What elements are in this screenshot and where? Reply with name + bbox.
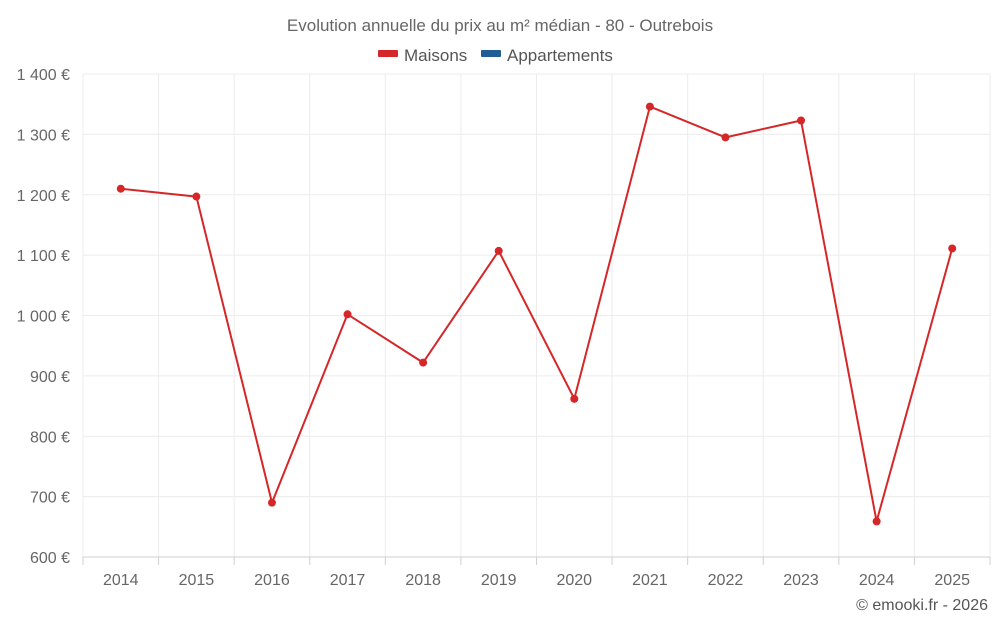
- data-point-2020[interactable]: [570, 394, 579, 403]
- x-gridlines: [82, 74, 991, 557]
- data-point-2023[interactable]: [797, 116, 806, 125]
- x-tick-label: 2019: [481, 572, 517, 589]
- x-tick-label: 2022: [708, 572, 744, 589]
- data-point-2021[interactable]: [645, 102, 654, 111]
- x-tick-label: 2023: [783, 572, 819, 589]
- legend-swatch-maisons[interactable]: [378, 50, 398, 57]
- data-point-2017[interactable]: [343, 310, 352, 319]
- data-point-2018[interactable]: [419, 358, 428, 367]
- x-tick-label: 2018: [405, 572, 441, 589]
- legend-label-maisons[interactable]: Maisons: [404, 46, 467, 65]
- series-maisons: [116, 102, 957, 526]
- y-tick-label: 1 200 €: [17, 188, 70, 205]
- y-tick-label: 900 €: [30, 369, 70, 386]
- y-tick-label: 1 400 €: [17, 67, 70, 84]
- y-axis-labels: 600 € 700 € 800 € 900 € 1 000 € 1 100 € 1 200 …: [17, 67, 70, 567]
- x-tick-label: 2014: [103, 572, 139, 589]
- x-tick-label: 2017: [330, 572, 366, 589]
- x-tick-label: 2021: [632, 572, 668, 589]
- x-tick-label: 2016: [254, 572, 290, 589]
- data-point-2022[interactable]: [721, 133, 730, 142]
- data-point-2025[interactable]: [948, 244, 957, 253]
- credit-text: © emooki.fr - 2026: [856, 597, 988, 614]
- y-tick-label: 800 €: [30, 429, 70, 446]
- data-point-2019[interactable]: [494, 246, 503, 255]
- legend: Maisons Appartements: [378, 46, 613, 65]
- y-tick-label: 1 000 €: [17, 309, 70, 326]
- x-axis-labels: 2014 2015 2016 2017 2018 2019 2020 2021 2022 2023…: [103, 572, 970, 589]
- data-point-2016[interactable]: [267, 498, 276, 507]
- legend-swatch-appartements[interactable]: [481, 50, 501, 57]
- y-tick-label: 1 100 €: [17, 248, 70, 265]
- x-axis-ticks: [82, 557, 991, 565]
- data-point-2024[interactable]: [872, 517, 881, 526]
- x-tick-label: 2020: [556, 572, 592, 589]
- data-point-2015[interactable]: [192, 192, 201, 201]
- chart-title: Evolution annuelle du prix au m² médian …: [287, 16, 713, 35]
- y-tick-label: 700 €: [30, 490, 70, 507]
- data-point-2014[interactable]: [116, 184, 125, 193]
- x-tick-label: 2024: [859, 572, 895, 589]
- x-tick-label: 2015: [179, 572, 215, 589]
- y-tick-label: 600 €: [30, 550, 70, 567]
- y-tick-label: 1 300 €: [17, 127, 70, 144]
- x-tick-label: 2025: [934, 572, 970, 589]
- series-line-maisons: [120, 105, 954, 523]
- legend-label-appartements[interactable]: Appartements: [507, 46, 613, 65]
